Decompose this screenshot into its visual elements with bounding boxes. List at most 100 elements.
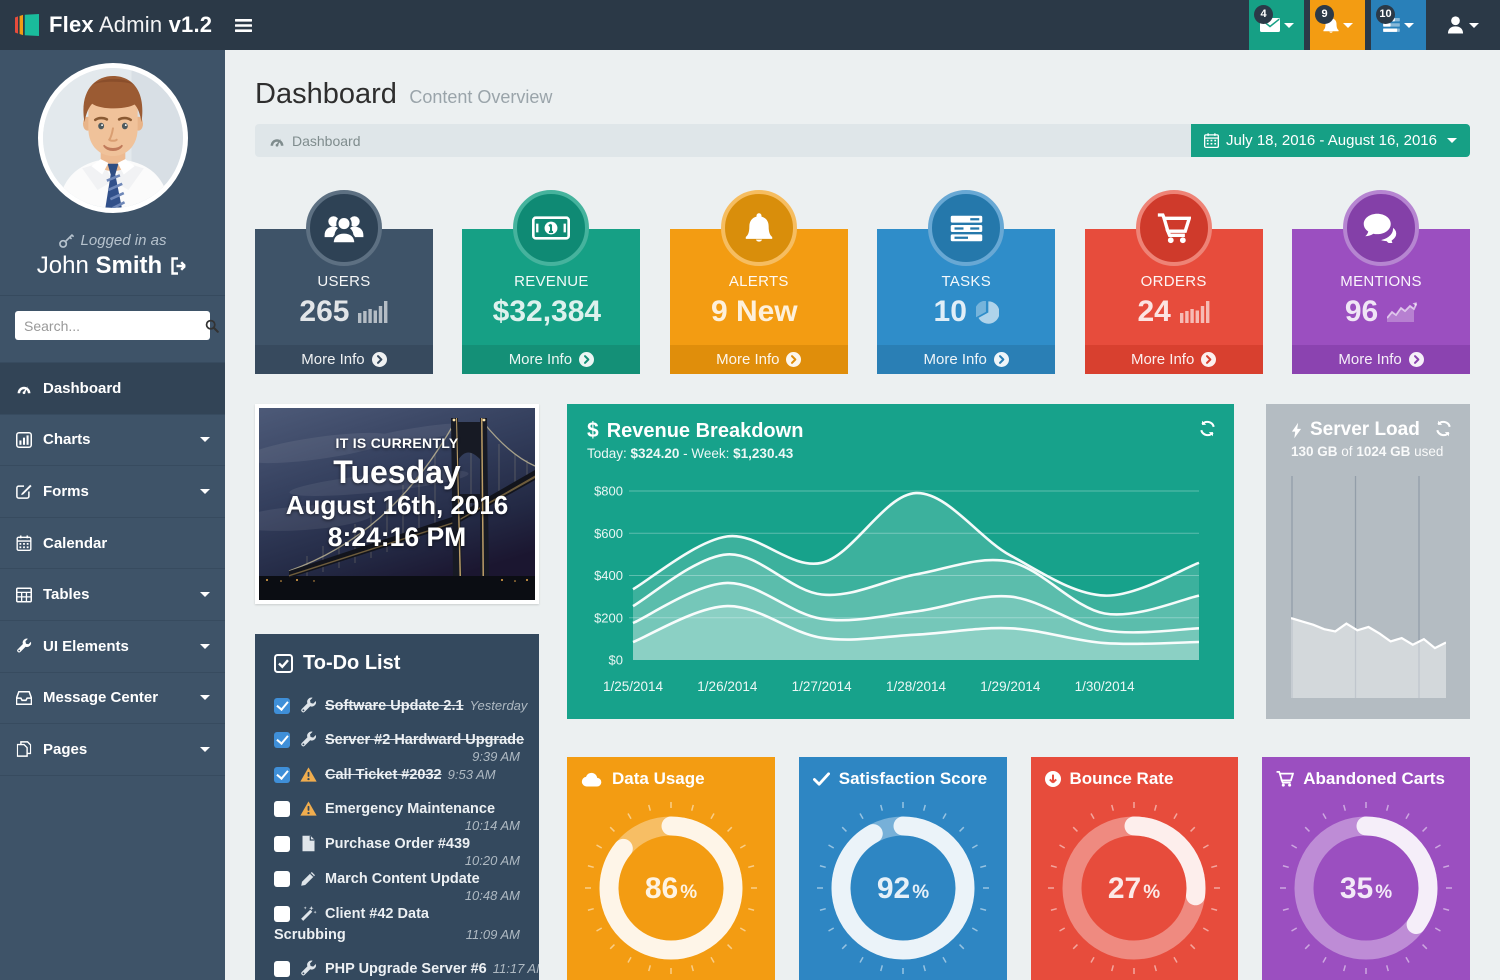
revenue-chart: $0 $200 $400 $600 $800 1/25/2014 1/26/2014 1/27…: [587, 477, 1214, 717]
todo-label: Server #2 Hardward Upgrade: [325, 731, 525, 748]
gauge-donut: 35%: [1276, 795, 1456, 980]
stat-card-users: USERS 265 More Info: [255, 190, 433, 374]
todo-checkbox[interactable]: [274, 870, 290, 887]
svg-text:1/25/2014: 1/25/2014: [603, 679, 664, 694]
gauge-label: Data Usage: [612, 769, 705, 788]
bar-chart-icon: [16, 432, 32, 448]
sidebar-item-tables[interactable]: Tables: [0, 568, 225, 620]
more-info-link[interactable]: More Info: [1292, 345, 1471, 374]
stats-row: USERS 265 More Info REVENUE $32,384 More…: [255, 190, 1471, 374]
stat-value: $32,384: [492, 295, 602, 328]
gauges-row: Data Usage 86% Satisfaction Score 92%: [567, 757, 1470, 980]
todo-checkbox[interactable]: [274, 835, 290, 852]
gauge-donut-svg: 35%: [1280, 802, 1453, 974]
badge-count: 10: [1376, 5, 1395, 24]
search-input[interactable]: [24, 317, 205, 334]
sidebar-item-ui-elements[interactable]: UI Elements: [0, 619, 225, 672]
sidebar-item-label: Pages: [43, 740, 88, 758]
calendar-icon: [16, 535, 32, 551]
svg-text:1/30/2014: 1/30/2014: [1075, 679, 1136, 694]
todo-checkbox[interactable]: [274, 960, 290, 977]
search-icon[interactable]: [205, 319, 219, 333]
chevron-circle-right-icon: [1201, 352, 1216, 367]
more-info-link[interactable]: More Info: [669, 345, 848, 374]
arrow-down-icon: [1045, 771, 1061, 787]
sidebar-toggle-button[interactable]: [223, 0, 263, 50]
bridge-photo: [259, 408, 535, 600]
todo-item: Call Ticket #2032 9:53 AM: [274, 764, 520, 785]
sign-out-icon[interactable]: [170, 257, 188, 275]
clock-date: August 16th, 2016: [285, 489, 509, 520]
bolt-icon: [1291, 422, 1302, 439]
todo-time: 10:20 AM: [464, 853, 520, 868]
todo-checkbox[interactable]: [274, 905, 290, 922]
sidebar-menu: Dashboard Charts Forms Calendar Tables: [0, 362, 225, 776]
todo-time: Yesterday: [469, 698, 528, 713]
todo-time: 11:09 AM: [465, 926, 520, 942]
more-info-link[interactable]: More Info: [877, 345, 1056, 374]
caret-down-icon: [200, 437, 210, 443]
sparkline-bars-icon: [1180, 301, 1210, 323]
page-title: Dashboard: [255, 78, 397, 110]
more-info-link[interactable]: More Info: [255, 345, 433, 374]
chevron-circle-right-icon: [372, 352, 387, 367]
hamburger-icon: [234, 18, 252, 32]
stat-label: MENTIONS: [1340, 273, 1422, 290]
main-content: Dashboard Content Overview Dashboard Jul…: [225, 50, 1500, 980]
more-info-link[interactable]: More Info: [462, 345, 641, 374]
sidebar-item-dashboard[interactable]: Dashboard: [0, 362, 225, 414]
svg-text:86%: 86%: [645, 872, 697, 905]
tasks-dropdown[interactable]: 10: [1371, 0, 1426, 50]
page-subtitle: Content Overview: [409, 87, 553, 107]
sidebar-item-pages[interactable]: Pages: [0, 723, 225, 775]
svg-text:35%: 35%: [1340, 872, 1392, 905]
stat-label: TASKS: [941, 273, 992, 290]
chevron-circle-right-icon: [994, 352, 1009, 367]
refresh-icon[interactable]: [1199, 420, 1216, 437]
wrench-icon: [300, 697, 317, 714]
todo-time: 9:53 AM: [447, 767, 496, 782]
stat-value: 24: [1085, 295, 1263, 329]
magic-icon: [300, 905, 317, 922]
user-menu-button[interactable]: [1426, 0, 1500, 50]
server-load-chart: [1291, 476, 1446, 698]
clock-overlay: IT IS CURRENTLY Tuesday August 16th, 201…: [259, 408, 535, 600]
todo-checkbox[interactable]: [274, 766, 290, 783]
todo-checkbox[interactable]: [274, 731, 290, 748]
todo-time: 11:17 AM: [492, 961, 539, 976]
warning-icon: [300, 800, 317, 817]
stat-card-tasks: TASKS 10 More Info: [877, 190, 1056, 374]
sidebar-item-message-center[interactable]: Message Center: [0, 671, 225, 724]
sidebar-item-label: Calendar: [43, 534, 108, 552]
todo-checkbox[interactable]: [274, 800, 290, 817]
caret-down-icon: [1469, 22, 1479, 28]
gauge-donut-svg: 92%: [816, 802, 989, 974]
stat-value: 265: [255, 295, 433, 329]
date-range-button[interactable]: July 18, 2016 - August 16, 2016: [1191, 124, 1470, 157]
more-info-link[interactable]: More Info: [1084, 345, 1263, 374]
sparkline-pie-icon: [976, 301, 999, 324]
svg-text:27%: 27%: [1108, 872, 1160, 905]
sidebar-item-calendar[interactable]: Calendar: [0, 516, 225, 569]
todo-label: March Content Update: [325, 870, 480, 887]
refresh-icon[interactable]: [1435, 420, 1452, 437]
todo-time: 10:48 AM: [464, 888, 520, 903]
sidebar-item-label: Message Center: [43, 689, 159, 707]
sidebar-item-forms[interactable]: Forms: [0, 465, 225, 517]
inbox-icon: [16, 690, 32, 706]
alerts-dropdown[interactable]: 9: [1310, 0, 1365, 50]
todo-checkbox[interactable]: [274, 697, 290, 714]
sidebar-item-charts[interactable]: Charts: [0, 413, 225, 466]
messages-dropdown[interactable]: 4: [1249, 0, 1304, 50]
caret-down-icon: [1342, 22, 1353, 28]
chevron-circle-right-icon: [1409, 352, 1424, 367]
stat-label: ALERTS: [728, 273, 789, 290]
user-icon: [1447, 16, 1464, 34]
gauge-label: Bounce Rate: [1069, 769, 1174, 788]
sparkline-line-icon: [1387, 302, 1417, 322]
todo-item: Software Update 2.1 Yesterday: [274, 695, 527, 716]
clock-time: 8:24:16 PM: [327, 522, 467, 553]
todo-header: To-Do List: [274, 652, 520, 675]
svg-text:1/29/2014: 1/29/2014: [980, 679, 1041, 694]
brand[interactable]: Flex Admin v1.2: [0, 0, 212, 50]
